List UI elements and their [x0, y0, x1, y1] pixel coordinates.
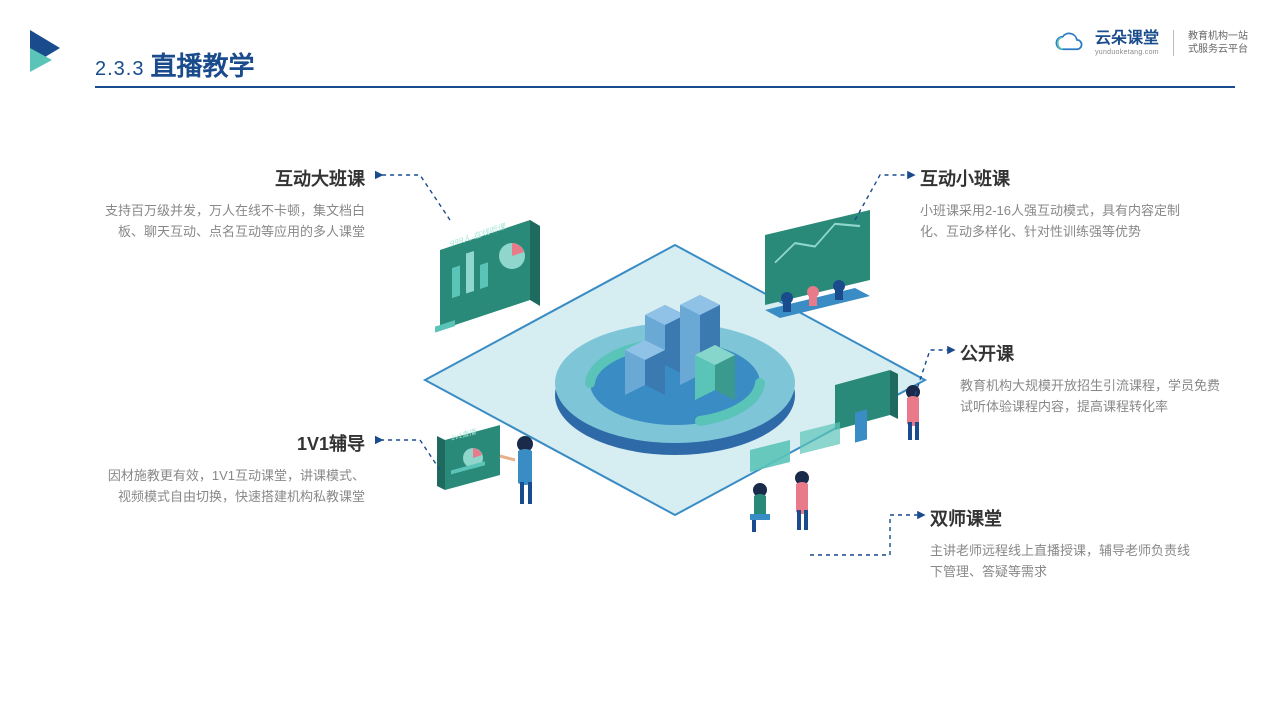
slide-page: 2.3.3 直播教学 云朵课堂 yunduoketang.com 教育机构一站 … — [0, 0, 1280, 720]
brand-logo-block: 云朵课堂 yunduoketang.com 教育机构一站 式服务云平台 — [1053, 30, 1248, 56]
callout-small-class: 互动小班课 小班课采用2-16人强互动模式，具有内容定制化、互动多样化、针对性训… — [920, 165, 1190, 243]
logo-tagline-1: 教育机构一站 — [1188, 30, 1248, 43]
logo-separator — [1173, 30, 1174, 56]
cloud-icon — [1053, 32, 1085, 54]
callout-large-class: 互动大班课 支持百万级并发，万人在线不卡顿，集文档白板、聊天互动、点名互动等应用… — [95, 165, 365, 243]
slide-title-row: 2.3.3 直播教学 — [95, 46, 255, 83]
callout-title: 互动大班课 — [95, 165, 365, 191]
callout-title: 互动小班课 — [920, 165, 1190, 191]
logo-name: 云朵课堂 — [1095, 31, 1159, 47]
logo-tagline-2: 式服务云平台 — [1188, 43, 1248, 56]
callout-body: 支持百万级并发，万人在线不卡顿，集文档白板、聊天互动、点名互动等应用的多人课堂 — [95, 201, 365, 243]
logo-tagline: 教育机构一站 式服务云平台 — [1188, 30, 1248, 56]
callout-one-on-one: 1V1辅导 因材施教更有效，1V1互动课堂，讲课模式、视频模式自由切换，快速搭建… — [95, 430, 365, 508]
callout-title: 双师课堂 — [930, 505, 1200, 531]
callout-body: 教育机构大规模开放招生引流课程，学员免费试听体验课程内容，提高课程转化率 — [960, 376, 1230, 418]
section-number: 2.3.3 — [95, 58, 144, 81]
callout-title: 公开课 — [960, 340, 1230, 366]
section-title: 直播教学 — [150, 46, 254, 83]
callout-body: 小班课采用2-16人强互动模式，具有内容定制化、互动多样化、针对性训练强等优势 — [920, 201, 1190, 243]
callout-dual-teacher: 双师课堂 主讲老师远程线上直播授课，辅导老师负责线下管理、答疑等需求 — [930, 505, 1200, 583]
callout-body: 因材施教更有效，1V1互动课堂，讲课模式、视频模式自由切换，快速搭建机构私教课堂 — [95, 466, 365, 508]
callout-title: 1V1辅导 — [95, 430, 365, 456]
header-underline — [95, 86, 1235, 88]
callout-body: 主讲老师远程线上直播授课，辅导老师负责线下管理、答疑等需求 — [930, 541, 1200, 583]
callout-open-class: 公开课 教育机构大规模开放招生引流课程，学员免费试听体验课程内容，提高课程转化率 — [960, 340, 1230, 418]
center-isometric-illustration: 999人·在线听课 — [395, 185, 955, 585]
logo-url: yunduoketang.com — [1095, 49, 1159, 56]
